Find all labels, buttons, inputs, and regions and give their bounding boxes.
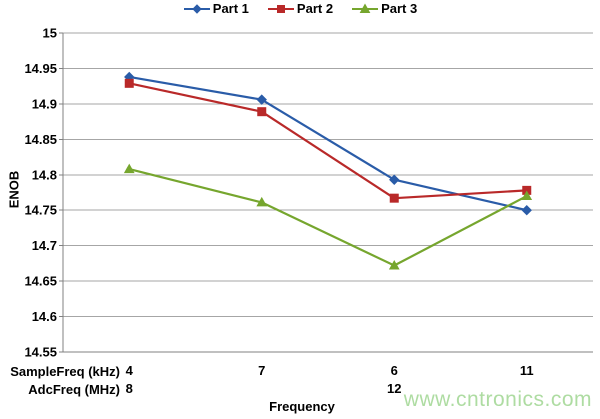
x-axis-row1-label: SampleFreq (kHz) bbox=[10, 364, 120, 379]
y-tick-label: 14.95 bbox=[24, 61, 57, 76]
y-tick-label: 14.9 bbox=[32, 96, 57, 111]
watermark: www.cntronics.com bbox=[403, 388, 592, 411]
data-point-marker bbox=[123, 163, 135, 174]
data-point-marker bbox=[521, 190, 533, 201]
legend-label: Part 2 bbox=[296, 1, 334, 16]
y-tick-label: 14.85 bbox=[24, 132, 57, 147]
square-legend-marker-icon bbox=[267, 4, 294, 13]
y-tick-label: 14.55 bbox=[24, 345, 57, 360]
data-point-marker bbox=[389, 174, 400, 185]
data-point-marker bbox=[389, 193, 399, 203]
y-tick-label: 14.7 bbox=[32, 238, 57, 253]
diamond-legend-marker-icon bbox=[183, 3, 210, 14]
legend-label: Part 3 bbox=[381, 1, 418, 16]
legend-item-part-1: Part 1 bbox=[183, 1, 249, 16]
y-tick-label: 14.6 bbox=[32, 309, 57, 324]
x-tick-label: 4 bbox=[126, 363, 134, 378]
series-line-part-2 bbox=[129, 82, 527, 200]
data-point-marker bbox=[124, 78, 134, 88]
x-tick-label: 12 bbox=[387, 381, 401, 396]
x-tick-label: 11 bbox=[520, 363, 534, 378]
data-point-marker bbox=[256, 196, 268, 207]
x-tick-label: 6 bbox=[391, 363, 398, 378]
y-tick-label: 14.8 bbox=[32, 167, 57, 182]
x-tick-label: 7 bbox=[258, 363, 265, 378]
x-axis-row2-label: AdcFreq (MHz) bbox=[28, 382, 120, 397]
legend: Part 1 Part 2 Part 3 bbox=[0, 1, 600, 16]
x-tick-label: 8 bbox=[126, 381, 133, 396]
y-tick-label: 15 bbox=[43, 26, 57, 41]
x-axis-title: Frequency bbox=[269, 399, 335, 414]
y-axis-title: ENOB bbox=[6, 170, 22, 209]
data-point-marker bbox=[256, 94, 267, 105]
legend-label: Part 1 bbox=[212, 1, 249, 16]
data-point-marker bbox=[388, 259, 400, 270]
data-point-marker bbox=[521, 205, 532, 216]
data-point-marker bbox=[257, 107, 267, 117]
legend-item-part-3: Part 3 bbox=[351, 1, 417, 16]
series-line-part-3 bbox=[128, 168, 528, 267]
y-tick-label: 14.75 bbox=[24, 203, 57, 218]
triangle-legend-marker-icon bbox=[352, 2, 379, 13]
y-tick-label: 14.65 bbox=[24, 274, 57, 289]
legend-item-part-2: Part 2 bbox=[267, 1, 333, 16]
